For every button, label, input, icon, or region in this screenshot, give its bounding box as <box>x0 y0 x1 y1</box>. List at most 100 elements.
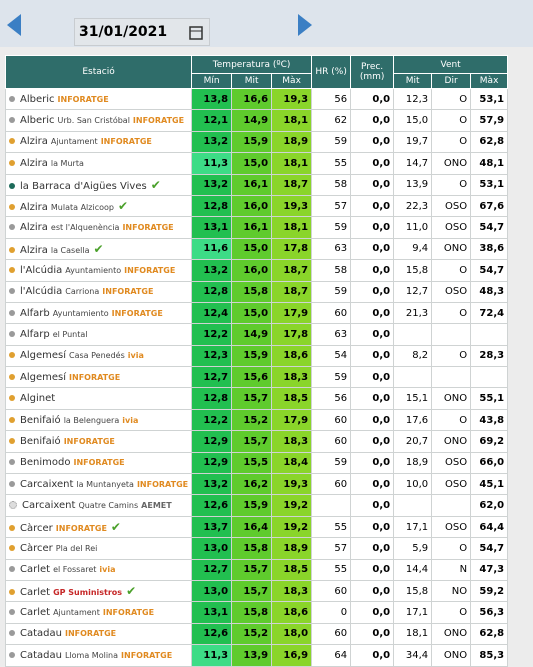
value-cell: 18,3 <box>271 366 313 389</box>
cell-value: 59 <box>334 457 348 469</box>
status-dot <box>9 309 15 316</box>
header-cell: HR (%) <box>311 55 352 89</box>
value-cell: 69,2 <box>470 430 509 453</box>
next-day[interactable] <box>298 14 312 36</box>
value-cell: O <box>431 87 472 111</box>
value-cell: 60 <box>311 301 352 325</box>
value-cell: 17,6 <box>393 408 433 432</box>
cell-value: 9,4 <box>412 243 429 255</box>
value-cell: 0,0 <box>350 259 395 282</box>
value-cell: O <box>431 173 472 196</box>
cell-value: 17,1 <box>405 521 429 533</box>
station-name: Alzira <box>20 136 48 148</box>
cell-value: 19,3 <box>283 93 309 105</box>
cell-value: 59 <box>334 286 348 298</box>
value-cell: 55 <box>311 152 352 175</box>
cell-value: OSO <box>445 521 468 533</box>
value-cell: 0,0 <box>350 644 395 667</box>
cell-value: 0,0 <box>372 264 391 276</box>
cell-value: 18,3 <box>283 371 309 383</box>
cell-value: 18,4 <box>283 457 309 469</box>
cell-value: 55 <box>334 564 348 576</box>
cell-value: 14,7 <box>405 157 429 169</box>
value-cell: 19,2 <box>271 494 313 517</box>
row: la Barraca d'Aigües Vives ✔ 13,2 16,1 18,7 58… <box>4 173 509 196</box>
cell-value: 16,0 <box>243 264 269 276</box>
station-name: Benifaió <box>20 414 61 426</box>
cell-value: 59 <box>334 371 348 383</box>
value-cell: 56,3 <box>470 601 509 624</box>
status-dot <box>9 566 15 573</box>
station-place: Mulata Alzicoop <box>50 203 114 213</box>
cell-value: 13,9 <box>405 179 429 191</box>
data-table: Estació Temperatura (ºC) HR (%) Prec. (mm) V… <box>4 55 509 667</box>
value-cell: 15,6 <box>231 366 273 389</box>
network: INFORATGE <box>57 94 109 104</box>
cell-value: O <box>459 115 468 127</box>
cell-value: 15,5 <box>243 457 269 469</box>
value-cell: 15,7 <box>231 558 273 581</box>
status-dot <box>9 480 15 487</box>
value-cell: ONO <box>431 430 472 453</box>
cell-value: 18,3 <box>283 585 309 597</box>
cell-value: 12,8 <box>203 200 229 212</box>
cell-value: 12,6 <box>203 628 229 640</box>
status-dot <box>9 395 15 402</box>
cell-value: 8,2 <box>412 350 429 362</box>
value-cell: 18,1 <box>271 152 313 175</box>
station-name: Catadau <box>20 628 62 640</box>
cell-value: 19,3 <box>283 478 309 490</box>
cell-value: 55,1 <box>479 393 505 405</box>
prev-day[interactable] <box>7 14 21 36</box>
value-cell: 59 <box>311 280 352 303</box>
row: Carcaixent la Muntanyeta INFORATGE 13,2 16,2… <box>4 473 509 496</box>
status-dot <box>9 525 15 531</box>
value-cell: 18,7 <box>271 280 313 303</box>
status-dot <box>9 204 15 211</box>
value-cell: 11,3 <box>191 644 233 667</box>
cell-value: 5,9 <box>412 542 429 554</box>
cell-value: 15,6 <box>243 371 269 383</box>
value-cell: 48,1 <box>470 152 509 175</box>
cell-value: 16,0 <box>243 200 269 212</box>
station-place: Carriona <box>65 287 100 297</box>
cell-value: 15,8 <box>243 286 269 298</box>
cell-value: 67,6 <box>479 200 505 212</box>
cell-value: 0,0 <box>372 286 391 298</box>
value-cell: 19,3 <box>271 87 313 111</box>
row: Alberic Urb. San Cristóbal INFORATGE 12,1 14… <box>4 109 509 132</box>
row: Alberic INFORATGE 13,8 16,6 19,3 56 0,0 12,3 O 53… <box>4 87 509 111</box>
station-place: el Fossaret <box>53 565 97 575</box>
cell-value: 56 <box>334 393 348 405</box>
status-dot <box>9 459 15 466</box>
cell-value: 60 <box>334 435 348 447</box>
status-dot <box>9 224 15 231</box>
value-cell: 15,5 <box>231 451 273 475</box>
station-name: Carlet <box>20 587 51 599</box>
value-cell: 0,0 <box>350 494 395 517</box>
station-cell: Alzira Mulata Alzicoop ✔ <box>4 194 193 218</box>
row: Carlet Ajuntament INFORATGE 13,1 15,8 18,6 0 0,… <box>4 601 509 624</box>
cell-value: 15,9 <box>243 350 269 362</box>
status-dot <box>9 416 15 423</box>
value-cell: 38,6 <box>470 237 509 261</box>
value-cell: O <box>431 537 472 560</box>
network: INFORATGE <box>102 287 154 297</box>
value-cell: 59 <box>311 216 352 239</box>
station-name: la Barraca d'Aigües Vives <box>20 180 147 192</box>
value-cell: 62,0 <box>470 494 509 517</box>
value-cell: 53,1 <box>470 87 509 111</box>
date-field[interactable]: 31/01/2021 <box>74 18 210 46</box>
status-dot <box>9 437 15 444</box>
cell-value: 69,2 <box>479 435 505 447</box>
value-cell: 0,0 <box>350 323 395 346</box>
cell-value: 0,0 <box>372 393 391 405</box>
cell-value: 18,7 <box>283 286 309 298</box>
value-cell: O <box>431 601 472 624</box>
subheader-cell: Màx <box>470 73 509 89</box>
value-cell <box>393 323 433 346</box>
value-cell: 54,7 <box>470 537 509 560</box>
value-cell: 0,0 <box>350 194 395 218</box>
value-cell: 12,7 <box>191 558 233 581</box>
calendar-icon[interactable] <box>189 25 203 40</box>
